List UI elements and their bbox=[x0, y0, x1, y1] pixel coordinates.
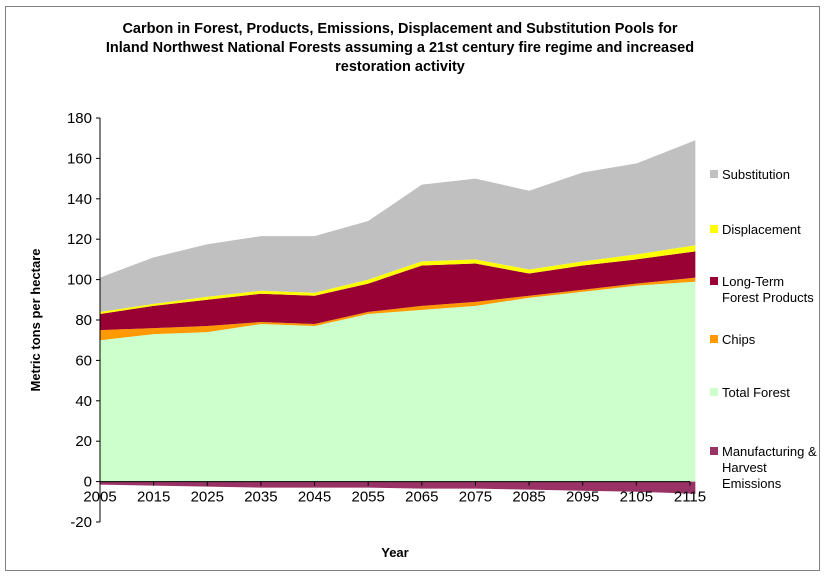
x-tick-label: 2085 bbox=[512, 489, 545, 506]
x-tick-label: 2095 bbox=[566, 489, 599, 506]
legend-label-displacement: Displacement bbox=[722, 222, 801, 237]
legend-swatch-long-term-forest-products bbox=[710, 277, 718, 285]
legend-swatch-total-forest bbox=[710, 388, 718, 396]
legend-swatch-substitution bbox=[710, 170, 718, 178]
y-tick-label: 140 bbox=[67, 191, 92, 208]
x-tick-label: 2035 bbox=[244, 489, 277, 506]
chart-title: Carbon in Forest, Products, Emissions, D… bbox=[105, 21, 695, 75]
legend-swatch-manufacturing-harvest-emissions bbox=[710, 447, 718, 455]
x-tick-label: 2065 bbox=[405, 489, 438, 506]
area-substitution bbox=[100, 140, 696, 312]
y-tick-label: 40 bbox=[75, 393, 92, 410]
y-tick-label: 80 bbox=[75, 312, 92, 329]
y-tick-label: 60 bbox=[75, 352, 92, 369]
x-tick-label: 2015 bbox=[137, 489, 170, 506]
x-tick-label: 2105 bbox=[620, 489, 653, 506]
x-tick-label: 2005 bbox=[83, 489, 116, 506]
area-long-term-forest-products bbox=[100, 251, 696, 331]
x-axis-title: Year bbox=[381, 545, 408, 560]
x-tick-label: 2075 bbox=[459, 489, 492, 506]
y-tick-label: 180 bbox=[67, 110, 92, 127]
legend-label-substitution: Substitution bbox=[722, 167, 790, 182]
legend-swatch-displacement bbox=[710, 225, 718, 233]
y-tick-label: -20 bbox=[70, 514, 92, 531]
area-manufacturing-harvest-emissions bbox=[100, 481, 696, 494]
legend-swatch-chips bbox=[710, 335, 718, 343]
y-axis-title: Metric tons per hectare bbox=[28, 248, 43, 391]
y-tick-label: 160 bbox=[67, 150, 92, 167]
y-tick-label: 120 bbox=[67, 231, 92, 248]
legend-label-total-forest: Total Forest bbox=[722, 385, 790, 400]
chart-frame bbox=[5, 6, 820, 571]
x-tick-label: 2025 bbox=[191, 489, 224, 506]
legend-label-long-term-forest-products: Long-Term Forest Products bbox=[722, 274, 814, 305]
y-tick-label: 0 bbox=[84, 474, 92, 491]
legend-label-manufacturing-harvest-emissions: Manufacturing & Harvest Emissions bbox=[722, 444, 817, 491]
area-total-forest bbox=[100, 281, 696, 482]
area-chips bbox=[100, 277, 696, 341]
x-tick-label: 2045 bbox=[298, 489, 331, 506]
y-tick-label: 20 bbox=[75, 433, 92, 450]
x-tick-label: 2055 bbox=[351, 489, 384, 506]
x-tick-label: 2115 bbox=[674, 489, 706, 506]
legend-label-chips: Chips bbox=[722, 332, 756, 347]
y-tick-label: 100 bbox=[67, 272, 92, 289]
